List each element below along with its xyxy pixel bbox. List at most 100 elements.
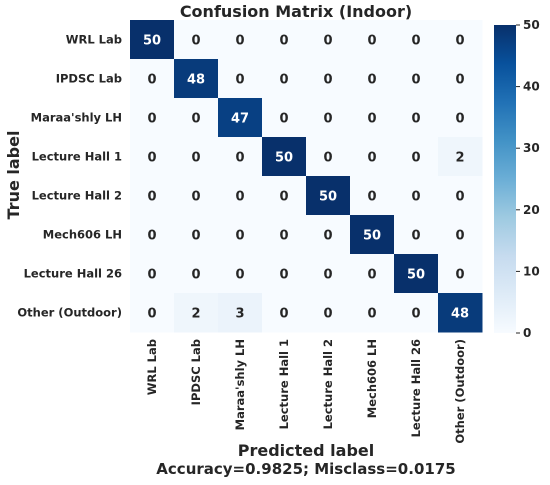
cell-value: 0 xyxy=(455,112,464,127)
colorbar-tick-label: 50 xyxy=(523,18,540,32)
heatmap-cell xyxy=(174,293,219,333)
heatmap-cell xyxy=(306,254,351,294)
cell-value: 0 xyxy=(191,190,200,205)
heatmap-cell xyxy=(306,59,351,99)
heatmap-cell xyxy=(394,20,439,60)
cell-value: 0 xyxy=(367,34,376,49)
column-tick-labels: WRL Lab IPDSC Lab Maraa'shly LH Lecture Hal… xyxy=(145,339,467,444)
heatmap-cell xyxy=(262,254,307,294)
cell-value: 0 xyxy=(235,73,244,88)
row-tick-label: Lecture Hall 1 xyxy=(32,150,122,164)
cell-value: 0 xyxy=(367,112,376,127)
colorbar-tick-label: 0 xyxy=(523,326,531,340)
cell-value: 3 xyxy=(235,307,244,322)
cell-value: 0 xyxy=(323,151,332,166)
heatmap-cell xyxy=(262,176,307,216)
heatmap-cell xyxy=(394,215,439,255)
cell-value: 0 xyxy=(323,307,332,322)
cell-value: 0 xyxy=(279,268,288,283)
cell-value: 0 xyxy=(323,34,332,49)
cell-value: 0 xyxy=(191,229,200,244)
cell-value: 0 xyxy=(147,151,156,166)
column-tick-label: Lecture Hall 26 xyxy=(409,339,423,437)
heatmap-cell xyxy=(394,293,439,333)
x-axis-label: Predicted label xyxy=(238,441,374,460)
heatmap-cell xyxy=(174,98,219,138)
cell-value: 0 xyxy=(411,151,420,166)
heatmap-cell xyxy=(262,215,307,255)
heatmap-cell xyxy=(306,176,351,216)
heatmap-cell xyxy=(262,137,307,177)
heatmap-cell xyxy=(174,215,219,255)
cell-value: 0 xyxy=(191,112,200,127)
cell-value: 0 xyxy=(279,34,288,49)
heatmap-cell xyxy=(350,254,395,294)
cell-value: 0 xyxy=(235,229,244,244)
cell-value: 0 xyxy=(455,34,464,49)
column-tick-label: Lecture Hall 1 xyxy=(277,339,291,429)
cell-value: 0 xyxy=(191,34,200,49)
heatmap-cell xyxy=(218,20,263,60)
row-tick-label: WRL Lab xyxy=(66,33,122,47)
heatmap-cell xyxy=(130,137,175,177)
heatmap-cell xyxy=(394,176,439,216)
heatmap-cell xyxy=(438,59,483,99)
cell-value: 0 xyxy=(279,229,288,244)
cell-value: 0 xyxy=(147,307,156,322)
heatmap-cell xyxy=(438,293,483,333)
heatmap-cell xyxy=(174,254,219,294)
cell-value: 0 xyxy=(235,268,244,283)
cell-value: 0 xyxy=(147,112,156,127)
cell-value: 50 xyxy=(363,229,381,244)
column-tick-label: Mech606 LH xyxy=(365,339,379,418)
heatmap-cell xyxy=(438,20,483,60)
heatmap-cells xyxy=(130,20,483,333)
heatmap-cell xyxy=(130,59,175,99)
cell-value: 0 xyxy=(367,73,376,88)
heatmap-cell xyxy=(394,137,439,177)
column-tick-label: IPDSC Lab xyxy=(189,339,203,405)
heatmap-cell xyxy=(306,20,351,60)
colorbar-tick-label: 20 xyxy=(523,203,540,217)
column-tick-label: Lecture Hall 2 xyxy=(321,339,335,429)
heatmap-cell xyxy=(438,215,483,255)
cell-value: 0 xyxy=(411,229,420,244)
cell-value: 0 xyxy=(147,73,156,88)
cell-value: 0 xyxy=(411,73,420,88)
heatmap-cell xyxy=(174,176,219,216)
cell-value: 0 xyxy=(367,307,376,322)
cell-value: 0 xyxy=(455,190,464,205)
heatmap-cell xyxy=(350,137,395,177)
cell-value: 48 xyxy=(187,73,205,88)
cell-value: 0 xyxy=(279,112,288,127)
heatmap-cell xyxy=(306,98,351,138)
heatmap-cell xyxy=(174,137,219,177)
cell-value: 50 xyxy=(319,190,337,205)
cell-value: 50 xyxy=(275,151,293,166)
heatmap-cell xyxy=(218,176,263,216)
colorbar-ticks: 0 10 20 30 40 50 xyxy=(516,18,540,340)
cell-value: 50 xyxy=(143,34,161,49)
heatmap-cell xyxy=(438,254,483,294)
cell-value: 0 xyxy=(147,268,156,283)
cell-value: 0 xyxy=(367,268,376,283)
colorbar-tick-label: 10 xyxy=(523,264,540,278)
heatmap-cell xyxy=(438,98,483,138)
heatmap-cell xyxy=(350,215,395,255)
row-tick-label: Maraa'shly LH xyxy=(31,111,122,125)
accuracy-footer: Accuracy=0.9825; Misclass=0.0175 xyxy=(156,460,455,478)
heatmap-cell xyxy=(262,59,307,99)
heatmap-cell xyxy=(130,293,175,333)
column-tick-label: Maraa'shly LH xyxy=(233,339,247,430)
row-tick-label: Lecture Hall 26 xyxy=(24,267,122,281)
heatmap-cell xyxy=(130,20,175,60)
cell-value: 0 xyxy=(411,34,420,49)
cell-value: 0 xyxy=(279,73,288,88)
row-tick-label: Mech606 LH xyxy=(43,228,122,242)
heatmap-cell xyxy=(218,59,263,99)
heatmap-cell xyxy=(218,137,263,177)
colorbar xyxy=(494,25,516,333)
row-tick-labels: WRL Lab IPDSC Lab Maraa'shly LH Lecture Hal… xyxy=(17,33,122,320)
heatmap-cell xyxy=(218,98,263,138)
